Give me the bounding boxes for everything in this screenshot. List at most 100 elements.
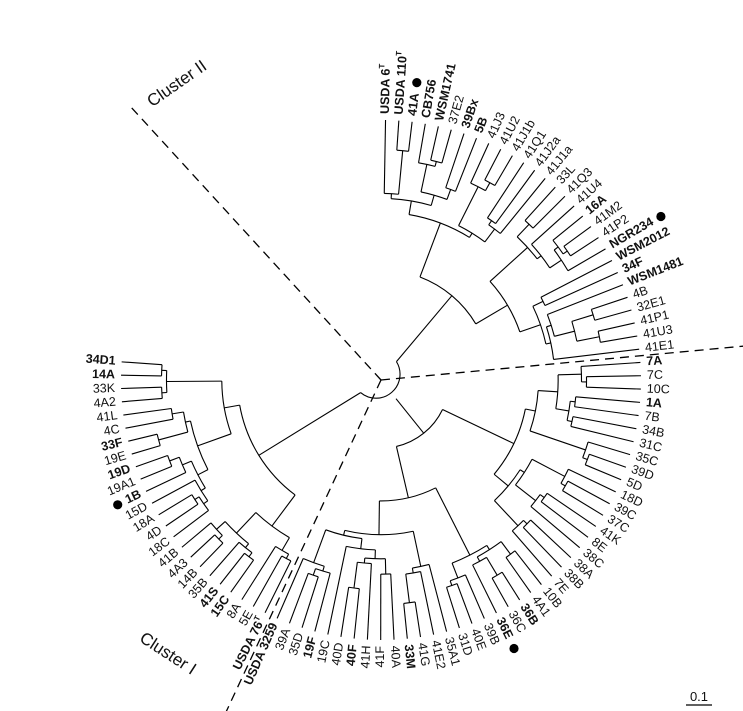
branch-edge [575,396,641,403]
branch-edge [536,255,542,260]
branch-edge [190,534,216,558]
branch-edge [516,223,530,238]
branch-edge [494,155,513,186]
branch-arc [344,529,414,536]
reference-strain-dot [656,211,666,222]
branch-arc [487,217,496,224]
branch-arc [239,405,296,496]
branch-edge [446,189,452,200]
branch-edge [591,296,628,310]
branch-edge [414,601,422,638]
branch-edge [441,129,452,164]
branch-edge [398,150,404,195]
branch-edge [327,546,347,635]
branch-edge [552,215,584,241]
leaf-label: 19C [314,639,332,664]
branch-edge [312,568,317,576]
branch-arc [489,281,521,333]
branch-edge [264,560,292,613]
reference-strain-dot [412,78,422,88]
branch-edge [501,571,521,601]
type-strain-superscript: T [394,51,403,57]
branch-edge [519,469,525,473]
branch-edge [570,400,576,403]
branch-edge [390,573,395,640]
branch-edge [241,546,277,600]
branch-edge [181,522,212,548]
branch-edge [449,580,453,586]
branch-edge [524,186,556,221]
cluster-i-label: Cluster I [136,628,199,678]
leaf-label: 7C [647,368,663,382]
branch-arc [516,236,538,260]
branch-arc [491,571,503,579]
leaf-label: 31D [455,631,475,657]
branch-edge [554,330,575,337]
branch-edge [525,408,536,412]
branch-edge [430,195,435,206]
branch-edge [494,500,519,527]
branch-edge [470,143,490,184]
branch-edge [488,220,493,226]
branch-edge [546,492,597,527]
branch-arc [574,396,577,407]
branch-edge [545,342,551,345]
branch-arc [281,555,292,562]
branch-arc [302,557,325,567]
branch-edge [486,162,525,219]
branch-edge [558,373,582,376]
branch-edge [566,419,573,423]
branch-edge [158,494,193,516]
branch-arc [552,239,564,255]
leaf-label: 40A [388,645,403,669]
cluster-divider-lines [127,103,743,711]
branch-edge [224,404,240,409]
branch-edge [530,506,581,549]
branch-edge [587,441,631,456]
leaf-label: 41G [415,642,432,667]
branch-edge [322,566,325,572]
branch-arc [470,182,486,192]
branch-edge [411,567,414,574]
branch-edge [395,398,425,434]
branch-arc [238,541,253,554]
branch-edge [500,541,511,555]
branch-edge [568,468,616,493]
branch-edge [173,509,209,538]
branch-edge [476,556,481,562]
leaf-label: 34B [641,422,665,440]
branch-edge [532,300,544,307]
leaf-label: 33F [100,435,125,454]
leaf-label: 1B [123,487,143,507]
branch-edge [197,469,209,476]
branch-edge [353,588,360,639]
branch-edge [230,559,255,593]
root-arc [360,361,401,399]
branch-edge [366,563,372,640]
branch-arc [210,522,223,536]
leaf-label: 7A [646,353,663,368]
branch-edge [281,537,290,551]
cluster-divider [380,345,743,381]
branch-arc [178,457,187,473]
branch-edge [574,406,639,417]
branch-edge [484,148,502,181]
branch-edge [419,222,441,278]
leaf-label: 5B [472,115,491,135]
branch-arc [562,480,569,491]
branch-edge [531,205,575,245]
branch-arc [590,309,596,321]
leaf-label: 41H [358,645,373,669]
leaf-label: 33M [402,644,418,670]
branch-edge [121,374,162,377]
cluster-divider [225,379,382,711]
leaf-label: 35C [634,449,660,469]
branch-edge [245,543,250,548]
branch-arc [348,586,360,590]
branch-edge [343,530,346,536]
branch-arc [189,420,209,470]
branch-arc [472,556,487,566]
branch-arc [244,552,254,561]
branch-edge [288,573,309,624]
branch-edge [151,479,196,504]
